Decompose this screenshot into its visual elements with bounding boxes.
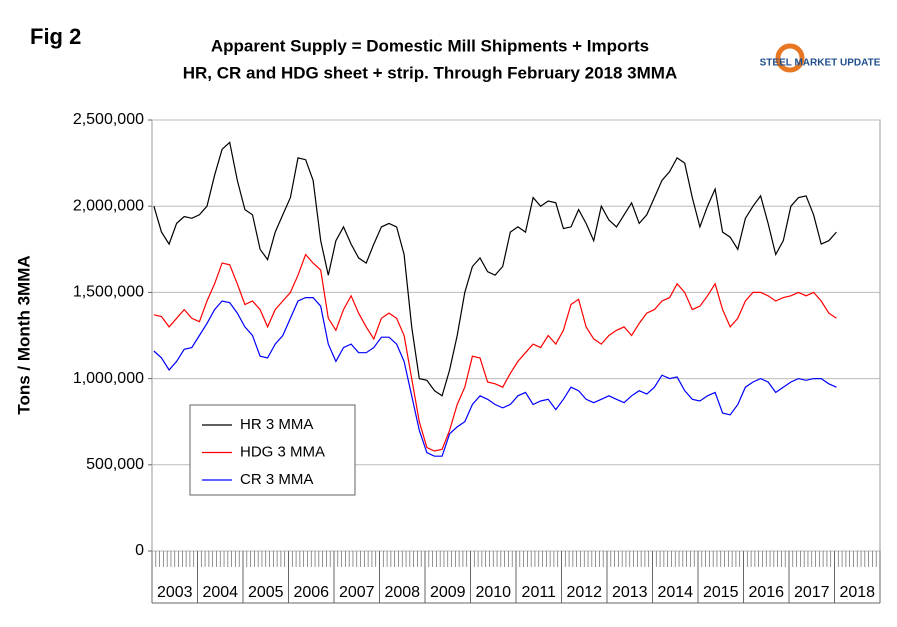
y-tick-label: 2,000,000: [73, 197, 144, 214]
y-tick-label: 1,500,000: [73, 284, 144, 301]
legend-label: HR 3 MMA: [240, 416, 313, 433]
x-tick-label: 2015: [703, 584, 739, 601]
legend: HR 3 MMA HDG 3 MMA CR 3 MMA: [189, 404, 356, 496]
y-axis-label: Tons / Month 3MMA: [14, 255, 33, 414]
x-tick-label: 2016: [748, 584, 784, 601]
x-tick-label: 2006: [293, 584, 329, 601]
x-tick-label: 2011: [522, 584, 557, 601]
x-tick-label: 2009: [430, 584, 466, 601]
x-tick-label: 2005: [248, 584, 284, 601]
logo-mark: [775, 43, 805, 73]
y-tick-label: 2,500,000: [73, 111, 144, 128]
logo: STEEL MARKET UPDATE: [760, 58, 881, 69]
series-line: [153, 253, 837, 452]
x-tick-label: 2007: [339, 584, 375, 601]
y-tick-label: 0: [135, 542, 144, 559]
x-tick-label: 2017: [794, 584, 830, 601]
series-lines: [153, 141, 837, 457]
y-tick-label: 500,000: [86, 456, 144, 473]
x-tick-label: 2014: [657, 584, 693, 601]
series-line: [153, 297, 837, 457]
x-tick-label: 2004: [202, 584, 238, 601]
x-tick-label: 2012: [566, 584, 602, 601]
figure-label: Fig 2: [30, 24, 81, 49]
chart-title: Apparent Supply = Domestic Mill Shipment…: [211, 36, 649, 55]
legend-label: HDG 3 MMA: [240, 443, 325, 460]
x-tick-label: 2018: [839, 584, 875, 601]
y-tick-label: 1,000,000: [73, 370, 144, 387]
legend-label: CR 3 MMA: [240, 471, 313, 488]
x-axis: 0 500,000 1,000,000 1,500,000 2,000,000 2,500…: [73, 111, 881, 604]
series-line: [153, 141, 837, 397]
x-tick-label: 2013: [612, 584, 648, 601]
x-tick-label: 2010: [475, 584, 511, 601]
chart-subtitle: HR, CR and HDG sheet + strip. Through Fe…: [183, 63, 678, 82]
x-tick-label: 2003: [157, 584, 193, 601]
x-tick-label: 2008: [384, 584, 420, 601]
